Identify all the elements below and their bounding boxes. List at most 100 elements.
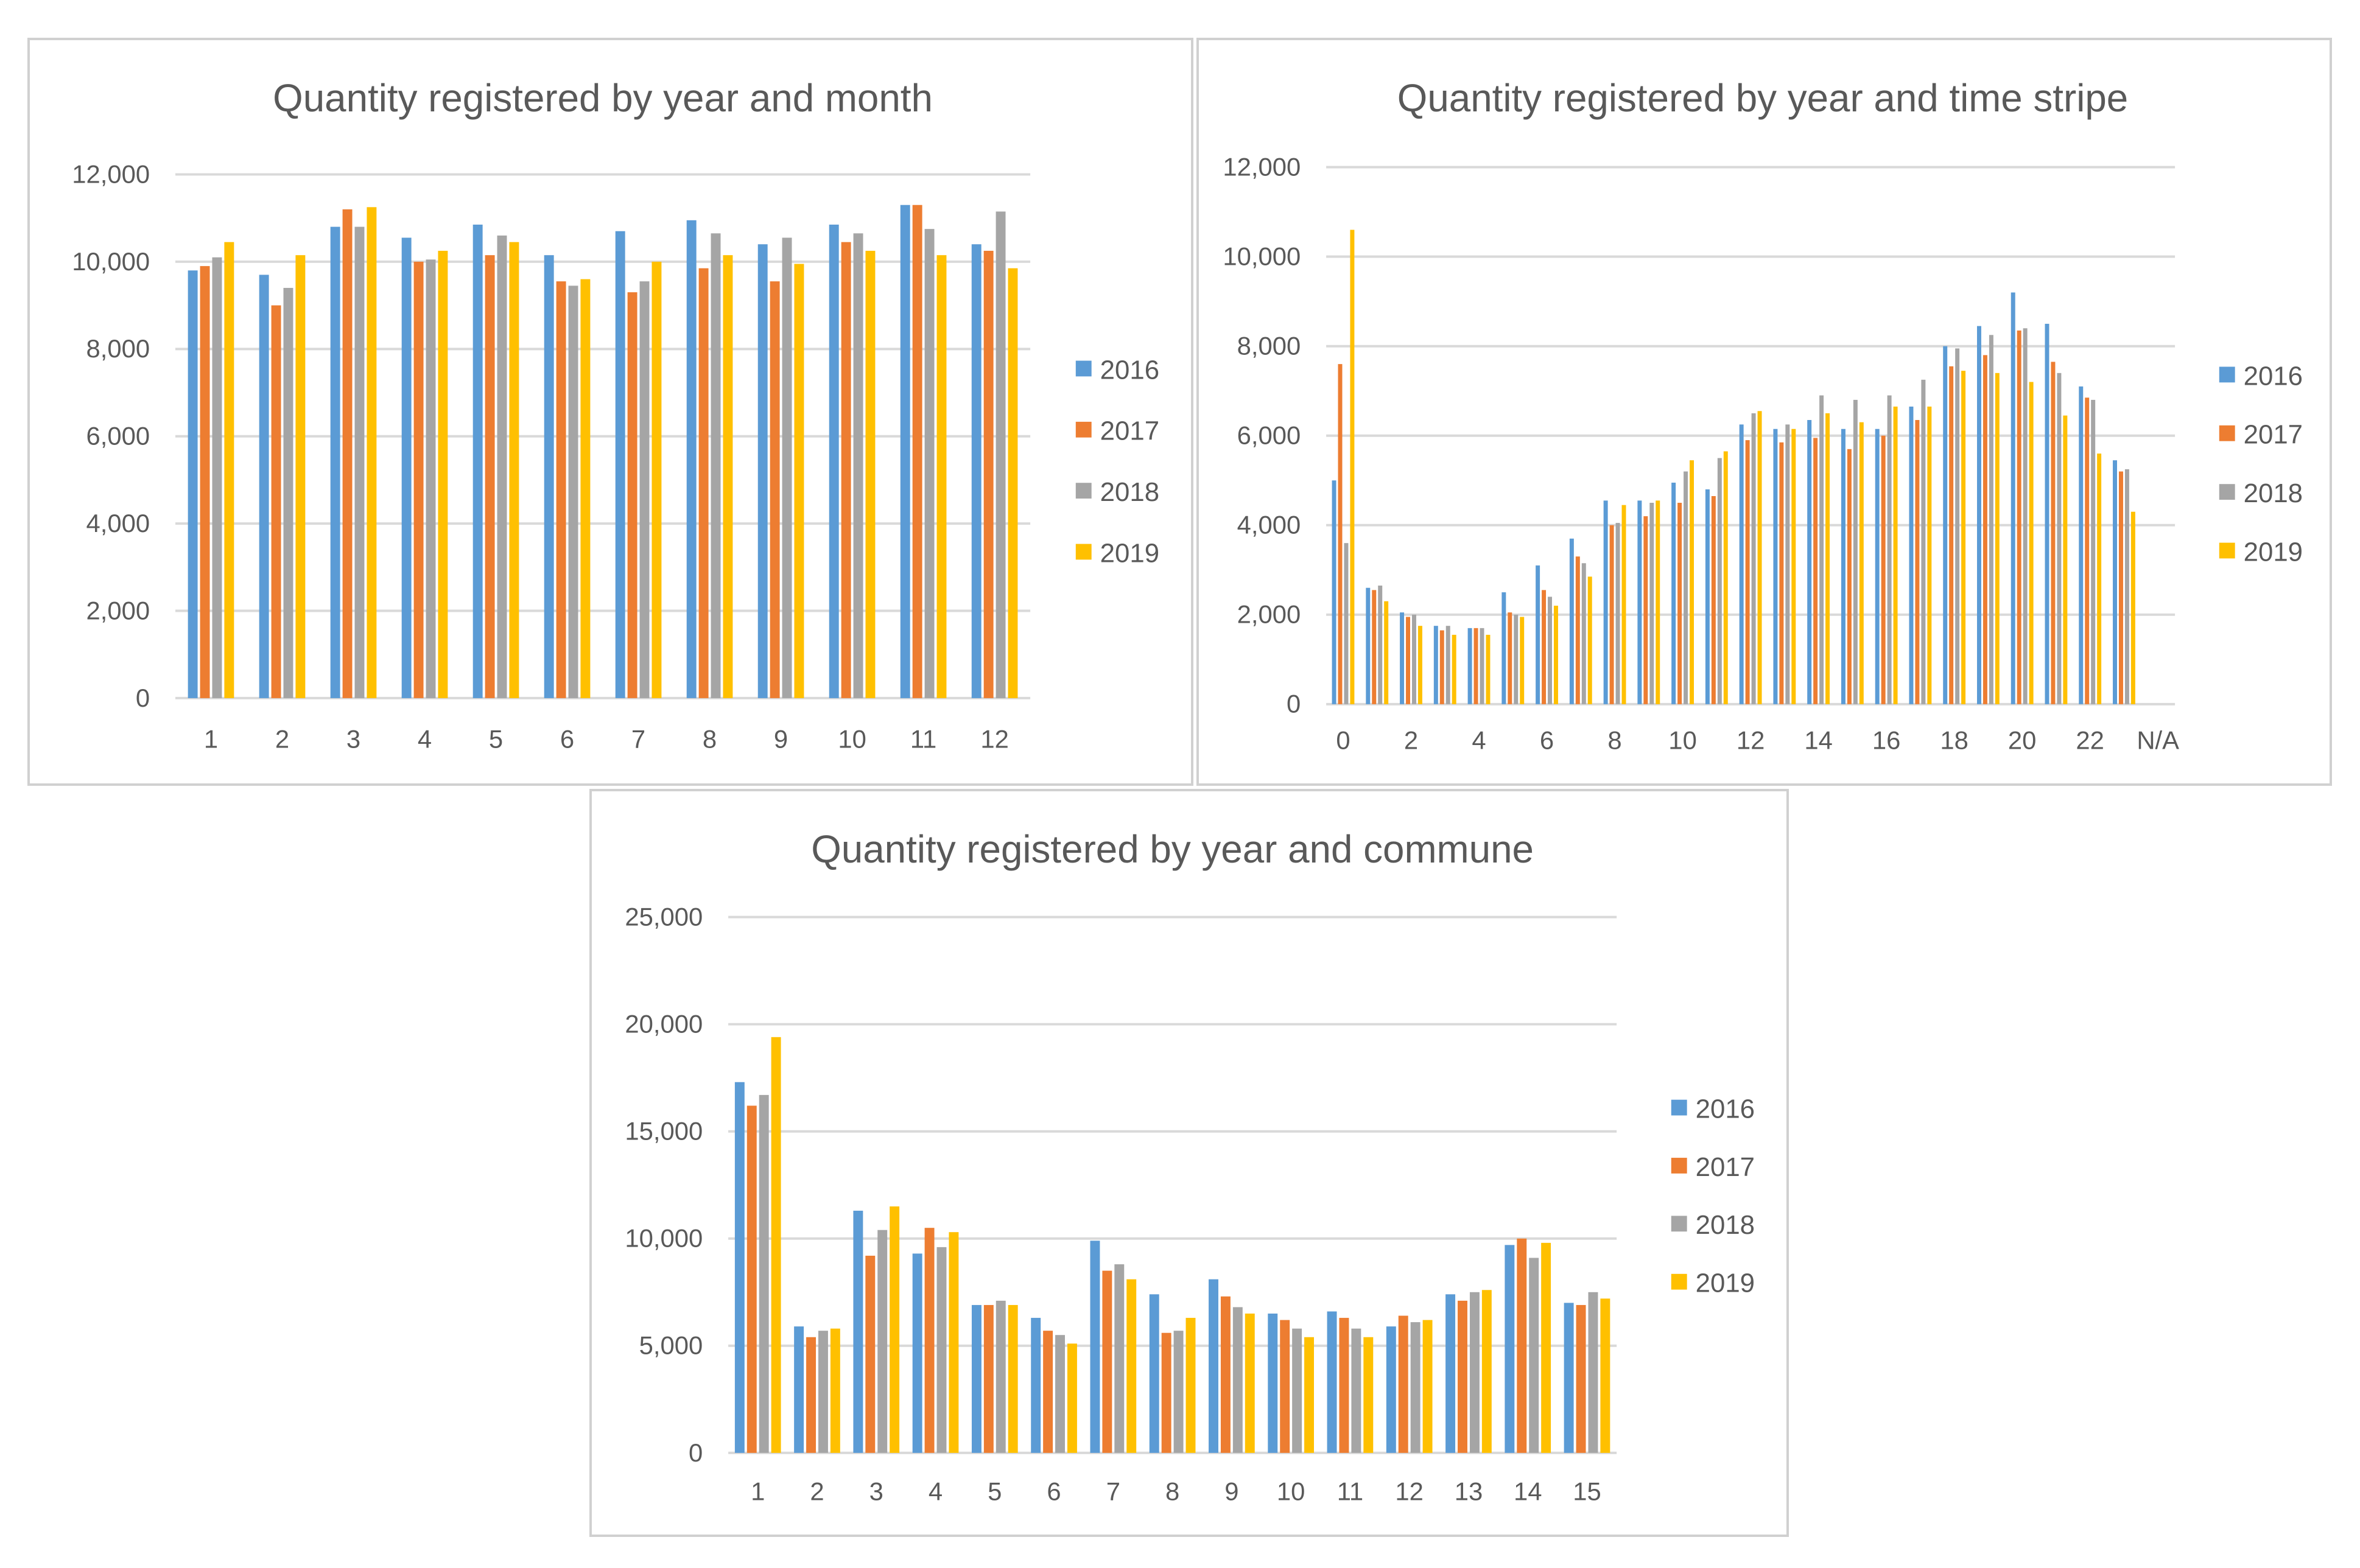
commune-x-tick-label: 14 <box>1514 1477 1542 1505</box>
commune-bar-2018-12 <box>1410 1322 1421 1453</box>
time-stripe-bar-2017-3 <box>1439 630 1444 704</box>
time-stripe-bar-2017-6 <box>1542 590 1547 704</box>
month-bar-2016-8 <box>686 220 697 698</box>
commune-bar-2018-6 <box>1055 1335 1065 1453</box>
month-bar-2017-1 <box>200 266 210 698</box>
time-stripe-bar-2016-21 <box>2045 323 2049 704</box>
chart-commune-svg: Quantity registered by year and commune 0… <box>625 828 1755 1505</box>
month-bar-2018-5 <box>497 235 507 698</box>
commune-bar-2018-3 <box>877 1230 888 1453</box>
month-bar-2017-11 <box>912 205 922 698</box>
month-bar-2016-12 <box>971 244 982 698</box>
time-stripe-chart-title: Quantity registered by year and time str… <box>1397 77 2128 120</box>
time-stripe-bar-2016-9 <box>1637 500 1642 704</box>
month-bar-2016-2 <box>259 275 269 698</box>
time-stripe-bar-2019-15 <box>1859 422 1864 704</box>
commune-bar-2017-14 <box>1517 1238 1527 1453</box>
time-stripe-bar-2019-9 <box>1656 500 1660 704</box>
month-x-tick-label: 9 <box>774 724 788 753</box>
commune-x-tick-label: 11 <box>1337 1477 1363 1505</box>
time-stripe-bar-2017-4 <box>1473 628 1478 704</box>
time-stripe-bar-2019-13 <box>1791 429 1796 704</box>
month-bar-2018-8 <box>711 233 721 698</box>
month-legend-swatch-2017 <box>1075 421 1092 438</box>
month-bar-2019-9 <box>794 264 804 698</box>
time-stripe-bar-2019-4 <box>1486 634 1491 704</box>
commune-x-tick-label: 13 <box>1455 1477 1483 1505</box>
month-bar-2019-4 <box>438 251 448 698</box>
time-stripe-legend-swatch-2018 <box>2219 484 2235 500</box>
time-stripe-bar-2016-8 <box>1603 500 1608 704</box>
time-stripe-bar-2018-15 <box>1853 399 1858 704</box>
commune-x-tick-label: 6 <box>1047 1477 1061 1505</box>
commune-bar-2018-9 <box>1232 1307 1243 1453</box>
time-stripe-bar-2019-14 <box>1825 413 1830 704</box>
time-stripe-bar-2019-16 <box>1893 406 1898 704</box>
commune-bar-2019-13 <box>1481 1290 1492 1453</box>
commune-x-tick-label: 10 <box>1277 1477 1305 1505</box>
month-y-tick-label: 6,000 <box>86 422 150 450</box>
time-stripe-bar-2016-16 <box>1875 429 1880 704</box>
month-bar-2016-4 <box>401 237 412 698</box>
time-stripe-bar-2018-16 <box>1887 395 1892 704</box>
time-stripe-legend-label-2018: 2018 <box>2244 478 2303 508</box>
month-legend-label-2019: 2019 <box>1100 538 1159 568</box>
time-stripe-bar-2018-9 <box>1649 503 1654 704</box>
commune-bar-2017-5 <box>983 1304 994 1453</box>
commune-bar-2016-14 <box>1505 1245 1515 1453</box>
commune-x-tick-label: 5 <box>988 1477 1002 1505</box>
time-stripe-bar-2016-7 <box>1569 538 1574 704</box>
time-stripe-bar-2016-2 <box>1400 612 1405 704</box>
commune-bar-2019-2 <box>830 1328 840 1453</box>
commune-bar-2016-12 <box>1386 1326 1396 1453</box>
month-bar-2016-1 <box>188 270 198 698</box>
month-x-tick-label: 11 <box>910 724 936 753</box>
time-stripe-bar-2016-12 <box>1739 424 1744 704</box>
month-bar-2016-11 <box>900 205 910 698</box>
month-x-tick-label: 5 <box>489 724 503 753</box>
month-bar-2018-9 <box>782 237 792 698</box>
time-stripe-bar-2016-5 <box>1501 592 1506 704</box>
commune-bar-2016-13 <box>1445 1294 1456 1453</box>
time-stripe-bar-2016-13 <box>1773 429 1778 704</box>
month-y-tick-label: 12,000 <box>72 160 150 189</box>
commune-bar-2016-1 <box>734 1082 745 1453</box>
time-stripe-bar-2016-4 <box>1467 628 1472 704</box>
commune-chart-title: Quantity registered by year and commune <box>811 828 1534 871</box>
time-stripe-bar-2017-21 <box>2051 362 2056 704</box>
commune-x-tick-label: 3 <box>869 1477 883 1505</box>
commune-y-tick-label: 20,000 <box>625 1010 703 1038</box>
commune-x-tick-label: 4 <box>929 1477 943 1505</box>
time-stripe-bar-2017-19 <box>1982 355 1987 704</box>
time-stripe-bar-2019-5 <box>1520 617 1525 704</box>
time-stripe-legend-label-2016: 2016 <box>2244 361 2303 391</box>
commune-bar-2016-8 <box>1149 1294 1159 1453</box>
time-stripe-bar-2018-6 <box>1548 597 1553 704</box>
time-stripe-bar-2019-0 <box>1350 229 1355 704</box>
time-stripe-y-tick-label: 12,000 <box>1223 153 1301 181</box>
time-stripe-bar-2017-1 <box>1372 590 1377 704</box>
month-x-tick-label: 6 <box>560 724 574 753</box>
time-stripe-bar-2019-23 <box>2130 511 2135 704</box>
time-stripe-bar-2019-1 <box>1384 601 1389 704</box>
time-stripe-y-tick-label: 6,000 <box>1237 421 1301 450</box>
commune-bar-2018-4 <box>936 1247 947 1453</box>
month-bar-2018-2 <box>283 287 293 698</box>
time-stripe-y-tick-label: 4,000 <box>1237 511 1301 539</box>
month-bar-2018-7 <box>639 281 650 698</box>
commune-bar-2018-11 <box>1351 1328 1361 1453</box>
time-stripe-x-tick-label: 22 <box>2076 726 2104 754</box>
month-legend-swatch-2016 <box>1075 360 1092 377</box>
time-stripe-bar-2016-18 <box>1943 346 1948 704</box>
month-legend-swatch-2019 <box>1075 544 1092 560</box>
commune-x-tick-label: 8 <box>1165 1477 1179 1505</box>
time-stripe-y-tick-label: 2,000 <box>1237 600 1301 629</box>
month-y-tick-label: 8,000 <box>86 334 150 363</box>
commune-bar-2017-10 <box>1280 1320 1290 1453</box>
commune-bar-2019-4 <box>949 1232 959 1453</box>
commune-bar-2017-7 <box>1102 1270 1112 1453</box>
month-bar-2019-6 <box>580 279 591 698</box>
month-x-tick-label: 7 <box>631 724 645 753</box>
month-bar-2017-3 <box>342 209 353 698</box>
month-bar-2019-10 <box>865 251 876 698</box>
